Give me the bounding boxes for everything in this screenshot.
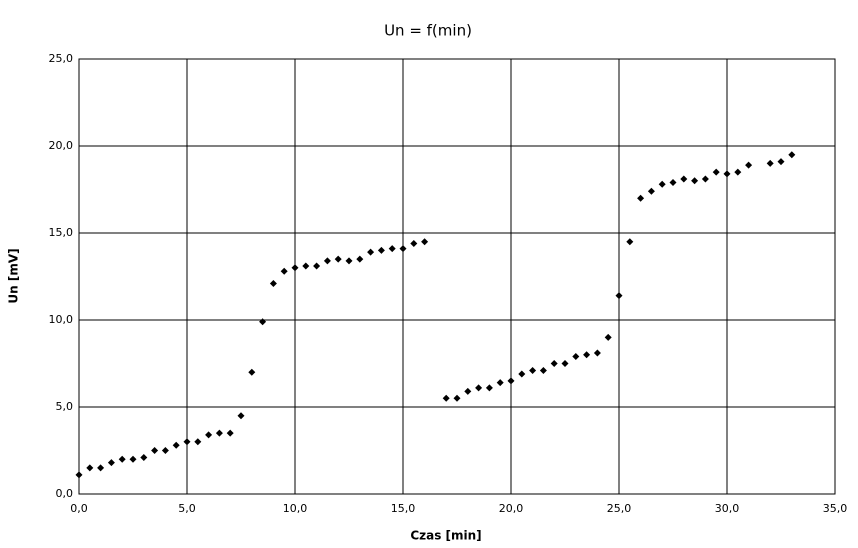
data-point bbox=[723, 170, 731, 178]
x-tick-label: 5,0 bbox=[178, 502, 196, 515]
data-point bbox=[86, 464, 94, 472]
data-point bbox=[302, 262, 310, 270]
data-point bbox=[183, 438, 191, 446]
data-point bbox=[421, 238, 429, 246]
data-point bbox=[367, 248, 375, 256]
x-tick-label: 20,0 bbox=[499, 502, 524, 515]
data-point bbox=[215, 429, 223, 437]
data-point bbox=[280, 267, 288, 275]
data-point bbox=[377, 246, 385, 254]
x-tick-label: 30,0 bbox=[715, 502, 740, 515]
y-axis-label: Un [mV] bbox=[7, 248, 21, 303]
data-point bbox=[118, 455, 126, 463]
data-point bbox=[604, 333, 612, 341]
data-point bbox=[151, 447, 159, 454]
data-point bbox=[561, 360, 569, 367]
data-point bbox=[788, 151, 796, 159]
data-point bbox=[323, 257, 331, 265]
data-point bbox=[388, 245, 396, 253]
data-point bbox=[356, 255, 364, 263]
data-point bbox=[172, 441, 180, 449]
data-point bbox=[539, 366, 547, 374]
data-point bbox=[237, 412, 245, 420]
chart-title: Un = f(min) bbox=[384, 22, 472, 40]
data-point bbox=[626, 238, 634, 246]
data-point bbox=[475, 384, 483, 392]
data-point bbox=[529, 366, 537, 374]
data-point bbox=[593, 349, 601, 357]
data-point bbox=[691, 177, 699, 185]
data-point bbox=[572, 353, 580, 361]
data-point bbox=[680, 175, 688, 183]
data-point bbox=[734, 168, 742, 176]
data-point bbox=[107, 459, 115, 467]
data-point bbox=[205, 431, 213, 439]
y-tick-label: 0,0 bbox=[56, 487, 74, 500]
x-tick-label: 15,0 bbox=[391, 502, 416, 515]
data-point bbox=[766, 159, 774, 167]
x-tick-label: 10,0 bbox=[283, 502, 308, 515]
data-point bbox=[345, 257, 353, 265]
x-tick-label: 25,0 bbox=[607, 502, 632, 515]
data-point bbox=[248, 368, 256, 376]
data-point bbox=[583, 351, 591, 359]
data-point bbox=[161, 447, 169, 454]
data-point bbox=[658, 180, 666, 188]
y-tick-label: 10,0 bbox=[49, 313, 74, 326]
data-point bbox=[313, 262, 321, 270]
data-point bbox=[637, 194, 645, 202]
data-point bbox=[140, 453, 148, 461]
data-point bbox=[226, 429, 234, 437]
x-axis-label: Czas [min] bbox=[410, 529, 481, 543]
data-point bbox=[701, 175, 709, 183]
y-tick-label: 5,0 bbox=[56, 400, 74, 413]
data-point bbox=[615, 292, 623, 300]
data-point bbox=[97, 464, 105, 472]
data-point bbox=[442, 394, 450, 402]
data-point bbox=[259, 318, 267, 326]
data-point bbox=[485, 384, 493, 392]
data-point bbox=[745, 161, 753, 169]
data-point bbox=[464, 387, 472, 395]
data-point bbox=[75, 471, 83, 479]
data-point bbox=[129, 455, 137, 463]
data-point bbox=[410, 239, 418, 247]
data-point bbox=[453, 394, 461, 402]
data-point bbox=[496, 379, 504, 387]
x-tick-label: 35,0 bbox=[823, 502, 848, 515]
data-point bbox=[334, 255, 342, 263]
data-point bbox=[194, 438, 202, 446]
y-tick-label: 25,0 bbox=[49, 52, 74, 65]
data-point bbox=[550, 360, 558, 367]
data-point bbox=[777, 158, 785, 166]
y-tick-label: 20,0 bbox=[49, 139, 74, 152]
data-point bbox=[669, 179, 677, 187]
data-point bbox=[712, 168, 720, 176]
y-tick-label: 15,0 bbox=[49, 226, 74, 239]
x-tick-label: 0,0 bbox=[70, 502, 88, 515]
data-point bbox=[647, 187, 655, 195]
data-point bbox=[269, 279, 277, 287]
data-point bbox=[399, 245, 407, 253]
data-point bbox=[291, 264, 299, 272]
data-point bbox=[518, 370, 526, 378]
plot-frame bbox=[78, 58, 836, 495]
data-point bbox=[507, 377, 515, 385]
